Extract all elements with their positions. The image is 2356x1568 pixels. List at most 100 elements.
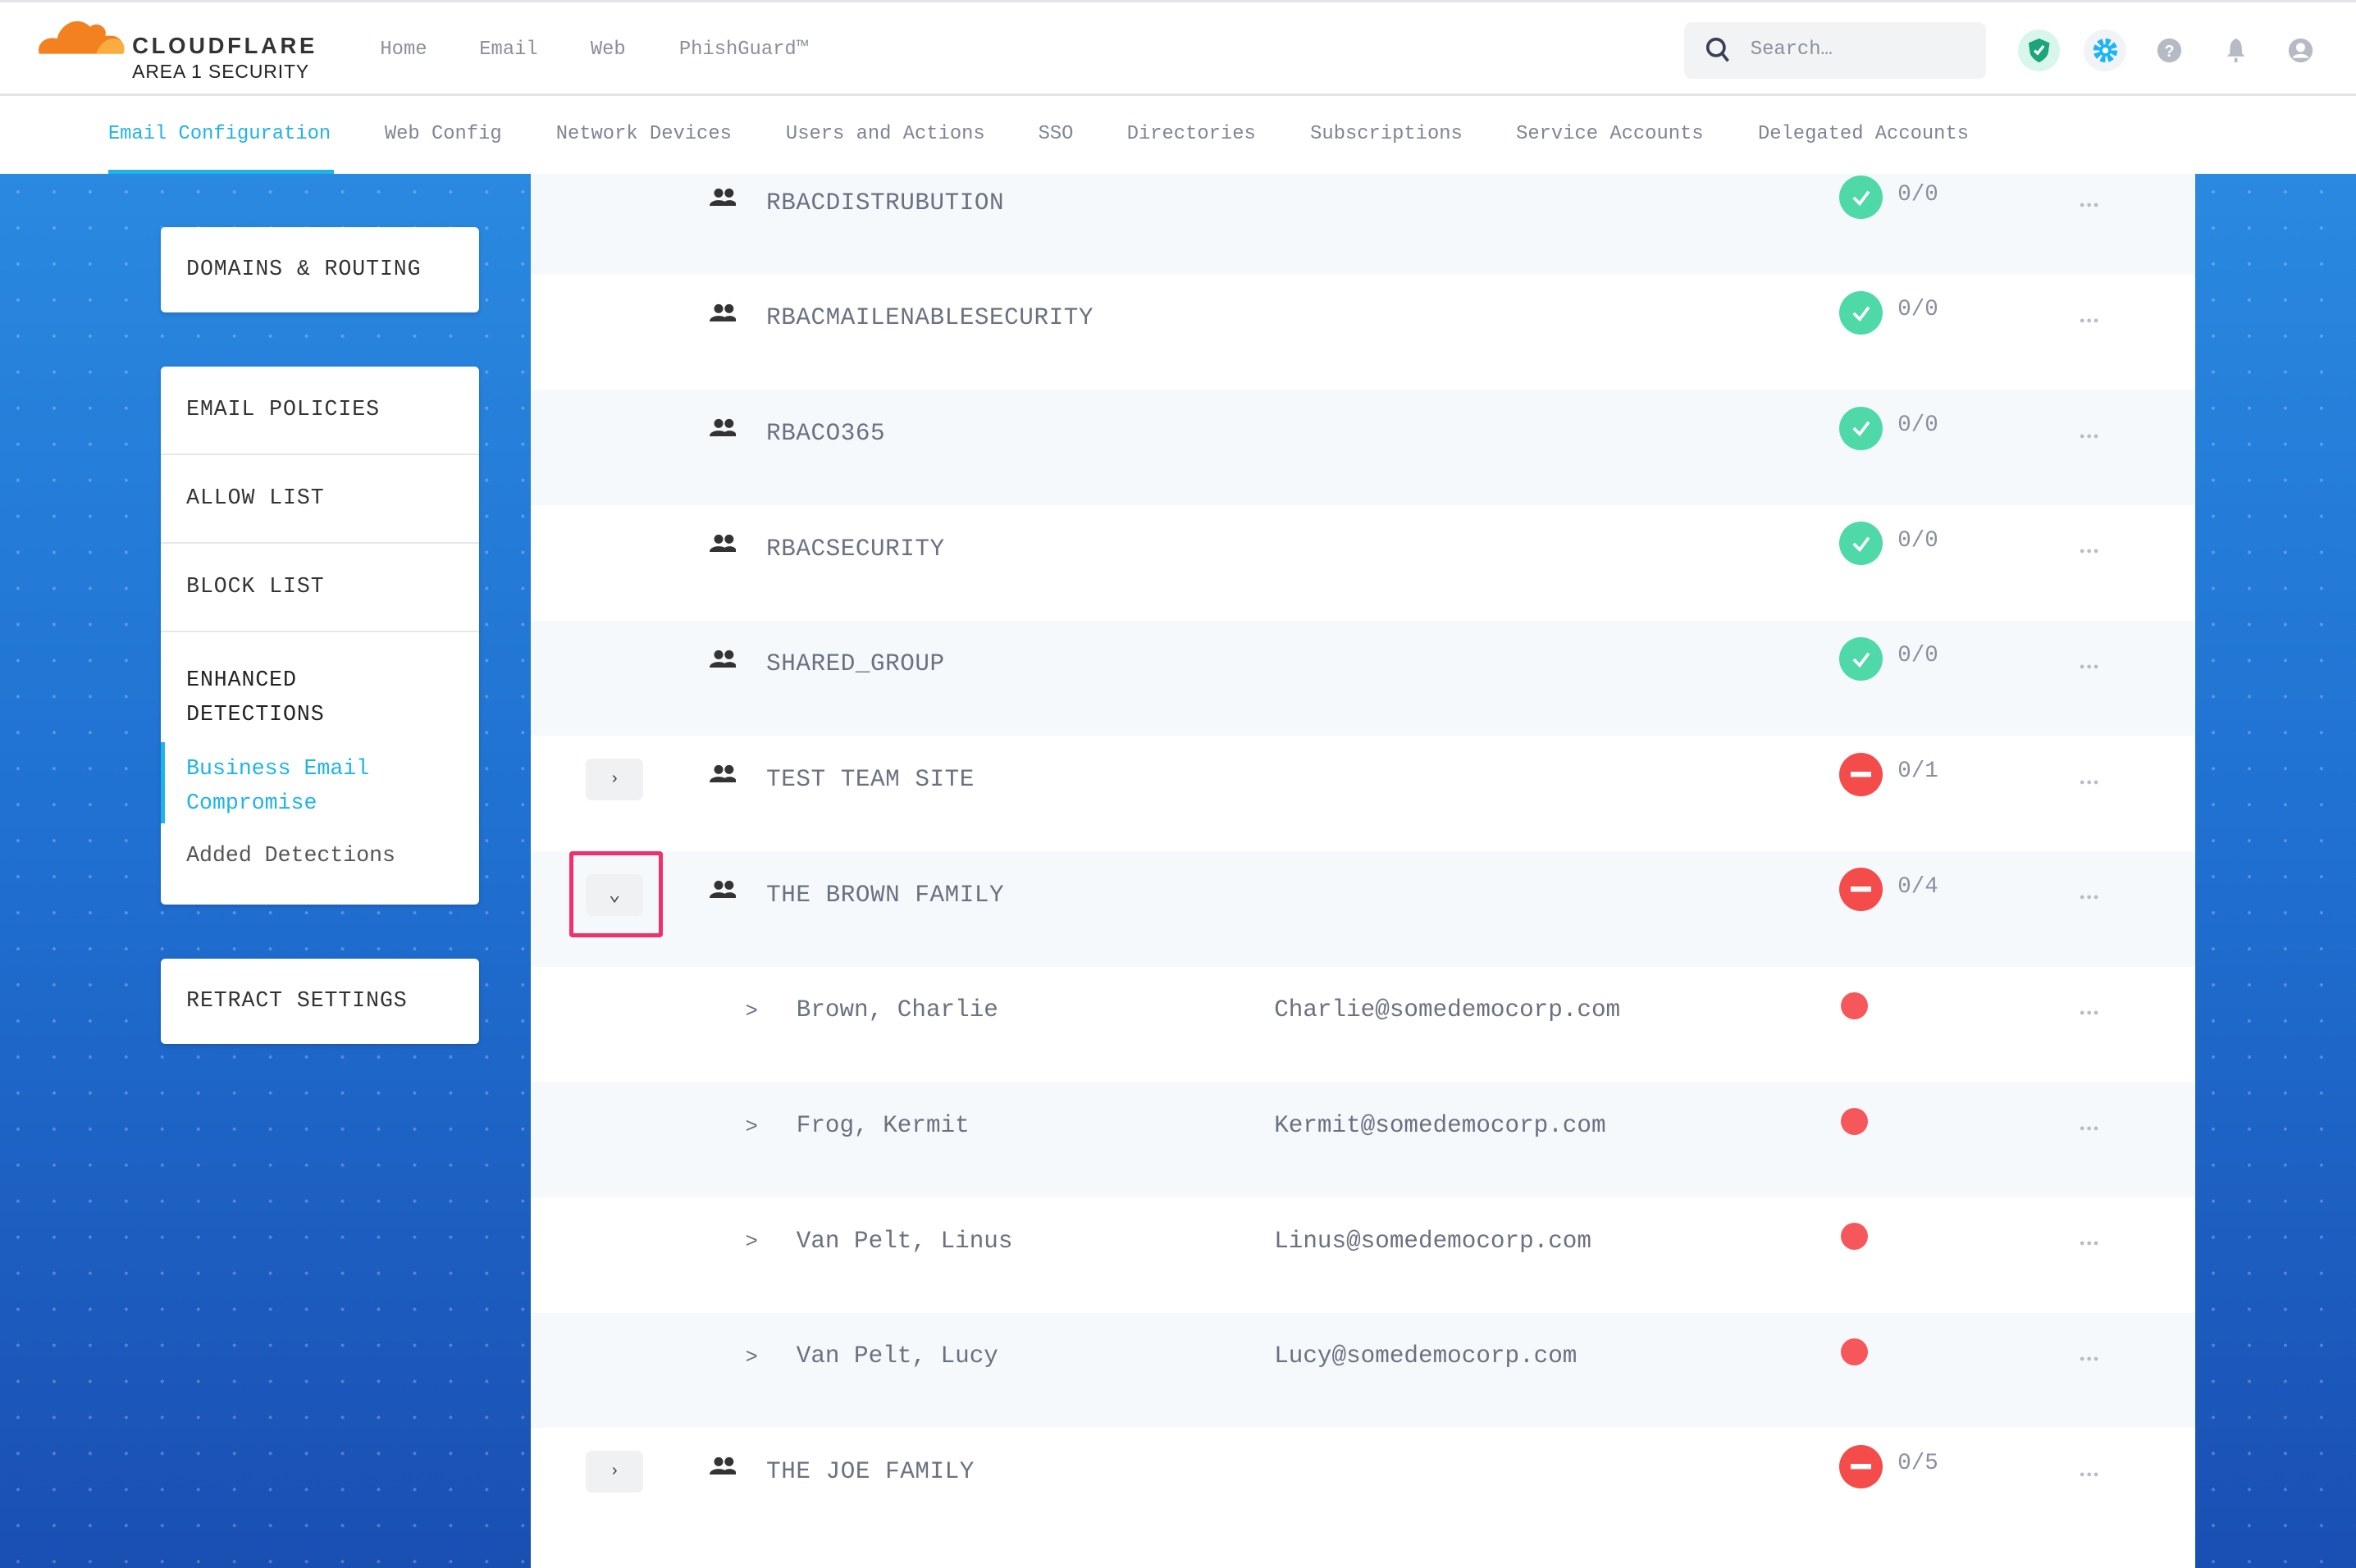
- label-line: Compromise: [186, 790, 317, 815]
- more-options-icon[interactable]: ●●●: [2079, 431, 2101, 442]
- gear-icon[interactable]: [2084, 29, 2126, 72]
- member-name[interactable]: Brown, Charlie: [796, 996, 998, 1024]
- chevron-right-icon[interactable]: >: [745, 1000, 758, 1024]
- highlight-box: [569, 851, 663, 937]
- more-options-icon[interactable]: ●●●: [2079, 1470, 2101, 1480]
- nav-phishguard[interactable]: PhishGuard™: [678, 38, 808, 61]
- chevron-right-icon[interactable]: >: [745, 1114, 758, 1139]
- check-circle-icon: [1838, 175, 1883, 220]
- member-email: Lucy@somedemocorp.com: [1274, 1342, 1578, 1370]
- sidebar-item-allow-list[interactable]: ALLOW LIST: [186, 485, 325, 510]
- sidebar-item-enhanced-detections[interactable]: ENHANCED DETECTIONS: [186, 663, 324, 732]
- tab-subscriptions[interactable]: Subscriptions: [1310, 123, 1463, 146]
- member-email: Kermit@somedemocorp.com: [1274, 1112, 1606, 1140]
- expand-button[interactable]: ›: [586, 758, 643, 801]
- group-name[interactable]: SHARED_GROUP: [766, 650, 945, 678]
- more-options-icon[interactable]: ●●●: [2079, 1009, 2101, 1019]
- bell-icon[interactable]: [2215, 30, 2257, 71]
- nav-email[interactable]: Email: [479, 38, 538, 61]
- tab-directories[interactable]: Directories: [1126, 123, 1256, 146]
- group-row: RBACSECURITY 0/0 ●●●: [530, 505, 2195, 622]
- sidebar-card-domains[interactable]: DOMAINS & ROUTING: [160, 226, 480, 312]
- member-name[interactable]: Van Pelt, Lucy: [796, 1342, 998, 1370]
- minus-circle-icon: [1838, 868, 1883, 912]
- status-dot: [1840, 1223, 1868, 1251]
- more-options-icon[interactable]: ●●●: [2079, 1124, 2101, 1134]
- minus-circle-icon: [1838, 752, 1883, 796]
- member-count: 0/5: [1897, 1450, 1938, 1476]
- group-name[interactable]: THE JOE FAMILY: [766, 1458, 975, 1486]
- member-email: Linus@somedemocorp.com: [1274, 1227, 1591, 1255]
- more-options-icon[interactable]: ●●●: [2079, 777, 2101, 788]
- member-count: 0/0: [1897, 527, 1938, 554]
- group-name[interactable]: RBACMAILENABLESECURITY: [766, 304, 1094, 332]
- check-circle-icon: [1838, 636, 1883, 681]
- divider: [160, 542, 480, 545]
- sidebar-card-retract[interactable]: RETRACT SETTINGS: [160, 958, 480, 1044]
- more-options-icon[interactable]: ●●●: [2079, 1239, 2101, 1250]
- user-icon[interactable]: [2280, 30, 2322, 71]
- tab-web-config[interactable]: Web Config: [384, 123, 502, 146]
- tab-network-devices[interactable]: Network Devices: [555, 123, 732, 146]
- group-row: RBACO365 0/0 ●●●: [530, 390, 2195, 506]
- divider: [160, 454, 480, 455]
- tab-sso[interactable]: SSO: [1038, 123, 1074, 146]
- sidebar-item-domains-routing[interactable]: DOMAINS & ROUTING: [186, 257, 422, 282]
- group-icon: [709, 1456, 737, 1484]
- group-icon: [709, 188, 737, 215]
- sidebar-subitem-business-email-compromise[interactable]: Business Email Compromise: [186, 751, 369, 820]
- group-row: › TEST TEAM SITE 0/1 ●●●: [530, 736, 2195, 852]
- svg-text:?: ?: [2165, 43, 2175, 61]
- active-tab-indicator: [107, 169, 334, 175]
- config-tabs: Email Configuration Web Config Network D…: [0, 96, 2356, 175]
- member-row: > Van Pelt, Linus Linus@somedemocorp.com ●●…: [530, 1197, 2195, 1314]
- tab-email-configuration[interactable]: Email Configuration: [107, 123, 331, 146]
- tab-delegated-accounts[interactable]: Delegated Accounts: [1757, 123, 1970, 146]
- member-count: 0/1: [1897, 758, 1938, 784]
- group-icon: [709, 764, 737, 791]
- cloud-logo-icon: [39, 21, 125, 54]
- more-options-icon[interactable]: ●●●: [2079, 201, 2101, 212]
- label-line: Business Email: [186, 755, 370, 781]
- status-dot: [1840, 991, 1868, 1019]
- sidebar-card-policies: EMAIL POLICIES ALLOW LIST BLOCK LIST ENH…: [160, 366, 480, 905]
- group-name[interactable]: RBACO365: [766, 420, 886, 448]
- sidebar-item-retract-settings[interactable]: RETRACT SETTINGS: [186, 988, 408, 1014]
- chevron-right-icon[interactable]: >: [745, 1346, 758, 1370]
- sidebar-subitem-added-detections[interactable]: Added Detections: [186, 842, 395, 868]
- help-icon[interactable]: ?: [2148, 30, 2190, 71]
- cloudflare-logo[interactable]: CLOUDFLARE AREA 1 SECURITY: [36, 11, 322, 87]
- member-name[interactable]: Van Pelt, Linus: [796, 1227, 1013, 1255]
- nav-web[interactable]: Web: [590, 38, 626, 61]
- group-name[interactable]: RBACDISTRUBUTION: [766, 189, 1005, 217]
- group-row: RBACMAILENABLESECURITY 0/0 ●●●: [530, 274, 2195, 390]
- tab-users-and-actions[interactable]: Users and Actions: [785, 123, 985, 146]
- right-background: [2194, 174, 2356, 1568]
- member-row: > Van Pelt, Lucy Lucy@somedemocorp.com ●●●: [530, 1312, 2195, 1429]
- sidebar-item-block-list[interactable]: BLOCK LIST: [186, 573, 325, 599]
- group-name[interactable]: RBACSECURITY: [766, 535, 945, 563]
- member-row: > Brown, Charlie Charlie@somedemocorp.com ●…: [530, 966, 2195, 1083]
- more-options-icon[interactable]: ●●●: [2079, 1355, 2101, 1365]
- chevron-right-icon[interactable]: >: [745, 1230, 758, 1255]
- more-options-icon[interactable]: ●●●: [2079, 893, 2101, 904]
- check-circle-icon: [1838, 406, 1883, 450]
- collapse-button[interactable]: ⌄: [586, 873, 643, 916]
- group-name[interactable]: THE BROWN FAMILY: [766, 881, 1005, 909]
- group-name[interactable]: TEST TEAM SITE: [766, 766, 975, 794]
- expand-button[interactable]: ›: [586, 1450, 643, 1493]
- shield-check-icon[interactable]: [2017, 29, 2061, 72]
- more-options-icon[interactable]: ●●●: [2079, 663, 2101, 673]
- top-header: CLOUDFLARE AREA 1 SECURITY Home Email We…: [0, 0, 2356, 97]
- member-row: > Frog, Kermit Kermit@somedemocorp.com ●●●: [530, 1082, 2195, 1198]
- member-count: 0/0: [1897, 412, 1938, 438]
- search-input[interactable]: Search…: [1684, 21, 1987, 80]
- nav-home[interactable]: Home: [380, 38, 427, 61]
- more-options-icon[interactable]: ●●●: [2079, 547, 2101, 558]
- member-name[interactable]: Frog, Kermit: [796, 1112, 970, 1140]
- member-count: 0/0: [1897, 181, 1938, 207]
- sidebar-item-email-policies[interactable]: EMAIL POLICIES: [186, 396, 380, 422]
- more-options-icon[interactable]: ●●●: [2079, 317, 2101, 327]
- tab-service-accounts[interactable]: Service Accounts: [1516, 123, 1704, 146]
- group-icon: [709, 534, 737, 561]
